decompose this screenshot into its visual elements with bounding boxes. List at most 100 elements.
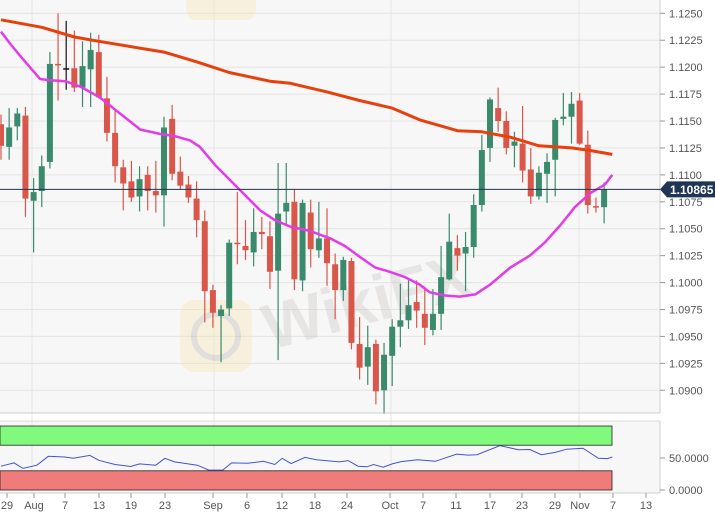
- candle-body: [218, 309, 225, 316]
- y-tick-label: 1.1000: [669, 278, 703, 290]
- candle-body: [535, 172, 542, 197]
- y-tick-label: 1.1025: [669, 251, 703, 263]
- watermark-logo-top: [186, 0, 256, 20]
- y-tick-label: 1.0900: [669, 385, 703, 397]
- candle-body: [397, 320, 404, 327]
- candle-body: [372, 343, 379, 392]
- candle-body: [193, 198, 200, 221]
- y-tick-label: 1.1050: [669, 224, 703, 236]
- y-tick-label: 1.1150: [669, 116, 702, 128]
- x-tick-label: 12: [276, 500, 288, 512]
- y-tick-label: 1.1100: [669, 170, 702, 182]
- candle-body: [332, 264, 339, 291]
- candle-body: [348, 261, 355, 343]
- candle-body: [71, 68, 78, 88]
- candle-body: [120, 167, 127, 184]
- candle-body: [552, 119, 559, 160]
- y-tick-label: 1.1200: [669, 62, 703, 74]
- watermark-logo-icon: [180, 300, 252, 372]
- candle-body: [503, 121, 510, 148]
- y-tick-label: 1.1225: [669, 35, 703, 47]
- candle-body: [413, 301, 420, 311]
- candle-body: [152, 191, 159, 196]
- last-price-tag: [660, 181, 715, 198]
- x-tick-label: Nov: [570, 500, 590, 512]
- candle-body: [592, 206, 599, 208]
- watermark-logo-mark: [191, 311, 241, 361]
- oscillator-line: [0, 445, 613, 471]
- candle-body: [381, 354, 388, 391]
- oversold-band: [0, 470, 613, 491]
- candle-body: [324, 238, 330, 264]
- candle-body: [250, 231, 257, 253]
- moving-averages: [0, 18, 614, 298]
- x-tick-label: 13: [93, 500, 105, 512]
- oscillator-axis: 50.0000 0.0000: [660, 453, 709, 497]
- candle-body: [266, 236, 273, 272]
- x-tick-label: 11: [450, 500, 461, 512]
- x-tick-label: 23: [159, 500, 171, 512]
- x-tick-label: 7: [610, 500, 616, 512]
- x-tick-label: 29: [1, 500, 13, 512]
- y-tick-label: 1.0975: [669, 305, 703, 317]
- candle-body: [356, 343, 363, 368]
- candle-body: [487, 99, 493, 148]
- candle-body: [87, 49, 94, 70]
- candle-body: [299, 202, 306, 281]
- price-axis: 1.1250 1.1225 1.1200 1.1175 1.1150 1.1125 1.11…: [660, 8, 703, 397]
- candle-body: [234, 242, 241, 245]
- candle-body: [495, 108, 502, 122]
- candle-body: [519, 143, 526, 171]
- candle-body: [46, 63, 53, 162]
- oscillator-bands: [0, 425, 613, 491]
- candle-body: [340, 259, 347, 291]
- candle-body: [38, 166, 45, 192]
- candle-body: [364, 347, 371, 367]
- x-tick-label: 23: [516, 500, 528, 512]
- candle-body: [209, 290, 216, 313]
- candle-body: [22, 115, 29, 199]
- y-tick-label: 1.0925: [669, 358, 703, 370]
- last-price-label: 1.10865: [670, 183, 714, 197]
- candle-body: [169, 118, 176, 174]
- candle-body: [185, 184, 192, 198]
- y-tick-label: 1.1250: [669, 8, 703, 20]
- candle-body: [55, 63, 62, 66]
- oscillator: [0, 445, 613, 471]
- x-tick-label: 17: [484, 500, 496, 512]
- candle-body: [144, 174, 151, 192]
- overbought-band: [0, 425, 613, 446]
- candle-body: [544, 161, 551, 174]
- candle-body: [511, 141, 518, 146]
- x-tick-label: 13: [640, 500, 652, 512]
- candle-body: [161, 127, 167, 196]
- x-tick-label: 7: [420, 500, 426, 512]
- candle-body: [291, 201, 298, 280]
- candle-body: [527, 169, 534, 197]
- candle-body: [63, 68, 70, 70]
- candle-body: [389, 326, 396, 356]
- candle-body: [462, 247, 469, 254]
- y-tick-label: 1.1175: [669, 89, 702, 101]
- candle-body: [103, 98, 110, 133]
- candle-body: [283, 202, 290, 212]
- candle-body: [560, 116, 567, 119]
- candle-body: [405, 305, 412, 321]
- candle-body: [112, 132, 119, 167]
- x-tick-label: Aug: [24, 500, 44, 512]
- x-tick-label: Sep: [203, 500, 223, 512]
- candle-body: [6, 127, 13, 147]
- candle-body: [79, 66, 86, 88]
- candle-body: [454, 248, 461, 256]
- candle-body: [446, 241, 453, 280]
- candle-body: [177, 171, 184, 186]
- candle-body: [478, 150, 485, 206]
- fast-moving-average-line: [0, 30, 614, 298]
- candle-body: [201, 221, 208, 292]
- candle-body: [95, 52, 102, 98]
- osc-tick-label: 50.0000: [669, 453, 709, 465]
- candle-body: [0, 124, 4, 146]
- candle-body: [136, 179, 143, 197]
- slow-moving-average-line: [0, 18, 613, 156]
- candle-body: [226, 242, 233, 309]
